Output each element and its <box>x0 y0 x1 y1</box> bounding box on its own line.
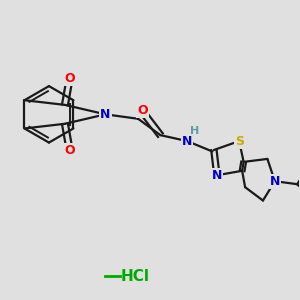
Text: N: N <box>182 135 192 148</box>
Text: HCl: HCl <box>121 269 150 284</box>
Text: S: S <box>235 135 244 148</box>
Text: O: O <box>137 104 148 117</box>
Text: O: O <box>64 72 75 85</box>
Text: H: H <box>190 126 199 136</box>
Text: O: O <box>64 144 75 157</box>
Text: N: N <box>212 169 222 182</box>
Text: N: N <box>100 108 111 121</box>
Text: N: N <box>270 175 280 188</box>
